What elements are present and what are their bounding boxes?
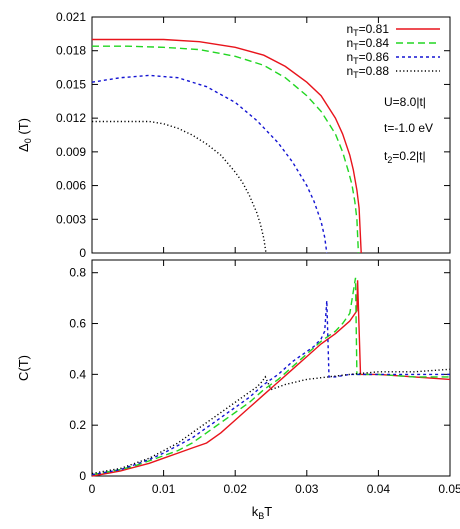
legend-entry-2: nT=0.86	[346, 50, 440, 66]
legend-entry-0: nT=0.81	[346, 22, 440, 38]
annotation-t2: t2=0.2|t|	[384, 149, 426, 165]
top-panel: 0 0.003 0.006 0.009 0.012 0.015 0.018 0.021 Δ0 …	[16, 10, 451, 260]
bottom-y-ticks: 0 0.2 0.4 0.6 0.8	[69, 266, 450, 483]
top-y-tick-label: 0.003	[56, 212, 86, 226]
top-y-tick-label: 0.018	[56, 44, 86, 58]
top-y-tick-label: 0.021	[56, 10, 86, 24]
bottom-x-tick-label: 0.02	[224, 482, 248, 496]
top-y-tick-label: 0.009	[56, 145, 86, 159]
bottom-x-ticks: 0 0.01 0.02 0.03 0.04 0.05	[89, 260, 460, 496]
top-y-tick-label: 0.012	[56, 111, 86, 125]
bottom-y-tick-label: 0.6	[69, 317, 86, 331]
annotation-t: t=-1.0 eV	[384, 121, 433, 135]
legend-entry-1: nT=0.84	[346, 36, 440, 52]
bottom-x-tick-label: 0.04	[367, 482, 391, 496]
bottom-plot-frame	[91, 259, 451, 477]
bottom-y-tick-label: 0.2	[69, 418, 86, 432]
bottom-series-1-line	[91, 277, 450, 476]
legend-label-0: nT=0.81	[346, 22, 389, 38]
bottom-y-tick-label: 0.8	[69, 266, 86, 280]
bottom-y-tick-label: 0.4	[69, 367, 86, 381]
legend-entry-3: nT=0.88	[346, 64, 440, 80]
top-series-1-line	[92, 45, 360, 254]
bottom-curves	[91, 277, 451, 477]
bottom-x-tick-label: 0.01	[152, 482, 176, 496]
top-series-3-line	[92, 120, 267, 254]
bottom-series-0-line	[91, 280, 451, 477]
legend-label-3: nT=0.88	[346, 64, 389, 80]
top-y-axis-label: Δ0 (T)	[16, 118, 33, 152]
bottom-series-2-line	[91, 300, 450, 476]
top-series-2-line	[91, 74, 328, 254]
top-series-0-line	[92, 38, 362, 254]
bottom-x-tick-label: 0.05	[438, 482, 460, 496]
bottom-x-axis-label: kBT	[252, 504, 273, 521]
bottom-y-axis-label: C(T)	[16, 355, 31, 381]
bottom-y-tick-label: 0	[79, 469, 86, 483]
top-x-ticks	[91, 17, 451, 253]
top-y-tick-label: 0.006	[56, 179, 86, 193]
bottom-x-tick-label: 0.03	[295, 482, 319, 496]
top-y-tick-label: 0	[79, 246, 86, 260]
annotation-u: U=8.0|t|	[384, 95, 426, 109]
legend-label-1: nT=0.84	[346, 36, 389, 52]
bottom-x-tick-label: 0	[89, 482, 96, 496]
bottom-series-3-line	[91, 368, 451, 475]
top-plot-frame	[91, 16, 451, 254]
bottom-panel: 0 0.2 0.4 0.6 0.8 0 0.01 0.02 0.03 0.04 0.05 C(T)…	[16, 259, 460, 521]
parameter-annotations: U=8.0|t| t=-1.0 eV t2=0.2|t|	[384, 95, 433, 165]
top-y-ticks: 0 0.003 0.006 0.009 0.012 0.015 0.018 0.021	[56, 10, 450, 260]
top-curves	[91, 38, 362, 254]
top-y-tick-label: 0.015	[56, 77, 86, 91]
legend: nT=0.81 nT=0.84 nT=0.86 nT=0.88	[346, 22, 440, 80]
legend-label-2: nT=0.86	[346, 50, 389, 66]
